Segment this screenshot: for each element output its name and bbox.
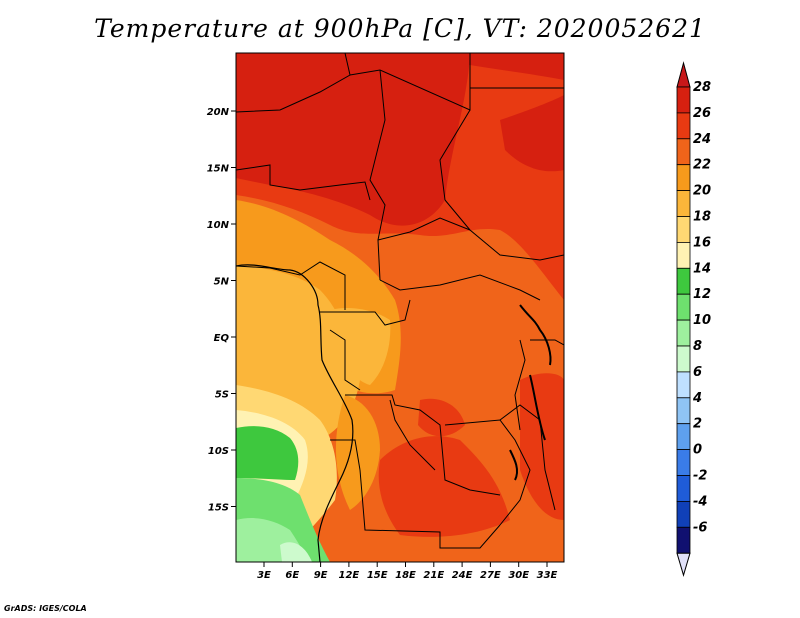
lon-tick-label: 9E — [314, 570, 328, 581]
longitude-axis: 3E 6E 9E 12E 15E 18E 21E 24E 27E 30E 33E — [257, 562, 558, 581]
colorbar-label: -4 — [693, 494, 707, 509]
colorbar-label: -2 — [693, 469, 707, 484]
lat-tick-label: EQ — [214, 333, 230, 344]
colorbar-swatch — [676, 216, 691, 243]
lat-tick-label: 10S — [208, 446, 229, 457]
colorbar-label: 20 — [693, 184, 711, 199]
colorbar-label: 14 — [693, 261, 711, 276]
colorbar-swatch — [676, 397, 691, 425]
colorbar-swatch — [676, 526, 691, 554]
lon-tick-label: 3E — [257, 570, 271, 581]
colorbar-label: 22 — [693, 158, 711, 173]
map-frame — [235, 52, 565, 563]
lat-tick-label: 5N — [214, 277, 230, 288]
colorbar-bottom-arrow — [676, 552, 691, 577]
country-borders — [236, 53, 564, 549]
colorbar-swatch — [676, 500, 691, 528]
colorbar-swatch — [676, 112, 691, 140]
lon-tick-label: 18E — [395, 570, 416, 581]
latitude-axis: 20N 15N 10N 5N EQ 5S 10S 15S — [207, 107, 236, 514]
colorbar-swatch — [676, 164, 691, 191]
lat-tick-label: 5S — [215, 390, 229, 401]
colorbar-label: 28 — [693, 80, 711, 95]
lon-tick-label: 15E — [367, 570, 388, 581]
colorbar-label: 8 — [693, 339, 702, 354]
colorbar-label: -6 — [693, 520, 707, 535]
colorbar-label: 12 — [693, 287, 711, 302]
colorbar-label: 18 — [693, 210, 711, 225]
lon-tick-label: 30E — [508, 570, 529, 581]
colorbar-swatch — [676, 449, 691, 476]
colorbar-label: 26 — [693, 106, 711, 121]
lat-tick-label: 15N — [207, 164, 230, 175]
colorbar-label: 16 — [693, 235, 711, 250]
colorbar-swatch — [676, 293, 691, 321]
colorbar-top-arrow — [676, 61, 691, 88]
lon-tick-label: 6E — [285, 570, 299, 581]
colorbar-label: 4 — [692, 391, 702, 406]
colorbar-label: 2 — [693, 417, 702, 432]
colorbar-swatch — [676, 267, 691, 295]
colorbar-label: 24 — [693, 132, 711, 147]
colorbar-swatch — [676, 475, 691, 502]
colorbar-swatch — [676, 345, 691, 373]
lon-tick-label: 33E — [537, 570, 558, 581]
lon-tick-label: 24E — [452, 570, 473, 581]
colorbar-swatch — [676, 319, 691, 347]
chart-title: Temperature at 900hPa [C], VT: 202005262… — [94, 14, 706, 43]
lat-tick-label: 20N — [207, 107, 230, 118]
colorbar-swatch — [676, 190, 691, 217]
colorbar-label: 0 — [693, 443, 702, 458]
coastlines — [236, 264, 552, 562]
lat-tick-label: 15S — [208, 503, 229, 514]
lon-tick-label: 27E — [480, 570, 501, 581]
colorbar-swatch — [676, 371, 691, 399]
colorbar-swatch — [676, 423, 691, 451]
grads-credit: GrADS: IGES/COLA — [4, 604, 87, 613]
lon-tick-label: 21E — [423, 570, 444, 581]
colorbar-swatch — [676, 86, 691, 114]
temperature-field — [236, 53, 564, 562]
colorbar-label: 6 — [693, 365, 702, 380]
lon-tick-label: 12E — [339, 570, 360, 581]
colorbar-swatch — [676, 138, 691, 166]
colorbar-swatch — [676, 241, 691, 269]
lat-tick-label: 10N — [207, 220, 230, 231]
colorbar-label: 10 — [693, 313, 711, 328]
